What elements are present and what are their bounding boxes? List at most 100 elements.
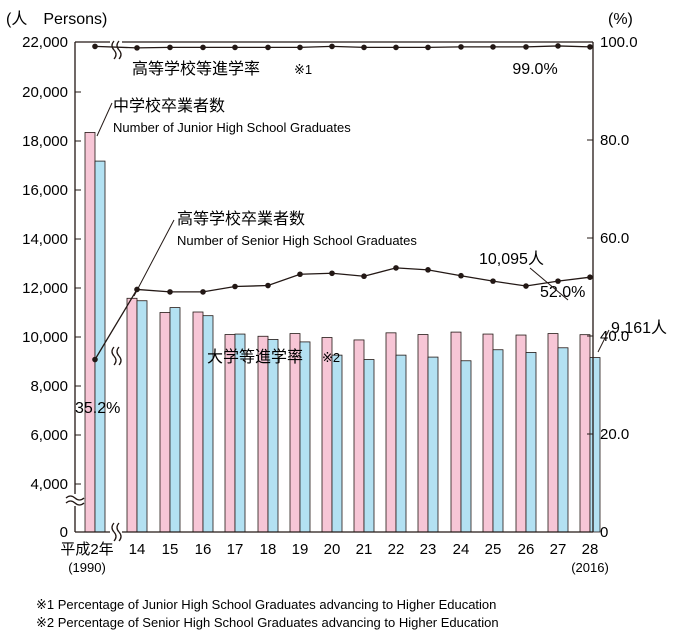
left-tick-label-10: 22,000 <box>22 34 68 51</box>
left-tick-label-5: 12,000 <box>22 280 68 297</box>
univ-rate-series-note: ※2 <box>322 350 340 365</box>
hs-rate-last-value: 99.0% <box>512 61 557 78</box>
right-tick-label-3: 60.0 <box>600 230 629 247</box>
left-tick-label-2: 6,000 <box>30 427 68 444</box>
bar-senior-6 <box>299 341 311 533</box>
univ-rate-point-14 <box>555 278 561 284</box>
bar-senior-1 <box>136 300 148 533</box>
univ-rate-point-15 <box>587 274 593 281</box>
right-tick-label-2: 40.0 <box>600 328 629 345</box>
hs-rate-point-8 <box>361 44 367 51</box>
x-tick-label-9: 22 <box>388 541 405 558</box>
x-tick-label-3: 16 <box>195 541 212 558</box>
hs-rate-point-14 <box>555 43 561 49</box>
x-tick-label-4: 17 <box>227 541 244 558</box>
right-tick-label-4: 80.0 <box>600 132 629 149</box>
x-sub-label-1: (2016) <box>571 560 609 575</box>
axis-break-bottom <box>110 522 122 542</box>
hs-rate-point-15 <box>587 44 593 50</box>
hs-rate-point-5 <box>265 44 271 51</box>
left-tick-label-7: 16,000 <box>22 182 68 199</box>
univ-rate-point-4 <box>232 283 238 290</box>
x-tick-label-14: 27 <box>550 541 567 558</box>
hs-rate-line-start <box>94 45 138 49</box>
x-tick-label-6: 19 <box>292 541 309 558</box>
line-break-hs-rate <box>110 40 122 60</box>
univ-rate-point-5 <box>265 282 271 289</box>
left-tick-label-1: 4,000 <box>30 476 68 493</box>
x-tick-label-7: 20 <box>324 541 341 558</box>
right-tick-label-0: 0 <box>600 524 608 541</box>
bar-junior-9 <box>385 332 397 533</box>
bar-senior-12 <box>492 349 504 533</box>
univ-rate-last-value: 52.0% <box>540 284 585 301</box>
bar-junior-12 <box>482 333 494 533</box>
univ-rate-point-0 <box>92 356 98 363</box>
left-tick-label-8: 18,000 <box>22 133 68 150</box>
bar-junior-2 <box>159 312 171 533</box>
univ-rate-point-2 <box>167 289 173 295</box>
left-tick-label-3: 8,000 <box>30 378 68 395</box>
senior-series-name: 高等学校卒業者数 <box>177 210 305 228</box>
footnote-1: ※1 Percentage of Junior High School Grad… <box>36 597 496 612</box>
bar-senior-9 <box>395 354 407 533</box>
univ-rate-line-start <box>94 289 138 360</box>
univ-rate-point-11 <box>458 272 464 279</box>
hs-rate-point-13 <box>523 44 529 50</box>
hs-rate-point-4 <box>232 44 238 51</box>
x-tick-label-2: 15 <box>162 541 179 558</box>
x-tick-label-11: 24 <box>453 541 470 558</box>
x-tick-label-5: 18 <box>260 541 277 558</box>
senior-series-name-en: Number of Senior High School Graduates <box>177 233 417 248</box>
univ-rate-point-8 <box>361 273 367 280</box>
univ-rate-point-13 <box>523 283 529 289</box>
line-break-univ-rate <box>110 346 122 366</box>
univ-rate-point-12 <box>490 278 496 284</box>
bar-junior-0 <box>84 132 96 533</box>
hs-rate-series-note: ※1 <box>294 62 312 77</box>
junior-last-value: 10,095人 <box>479 250 544 268</box>
left-tick-label-4: 10,000 <box>22 329 68 346</box>
x-tick-label-13: 26 <box>518 541 535 558</box>
left-tick-label-9: 20,000 <box>22 84 68 101</box>
hs-rate-point-6 <box>297 44 303 51</box>
junior-series-name: 中学校卒業者数 <box>113 97 225 115</box>
hs-rate-point-9 <box>393 44 399 51</box>
bar-junior-8 <box>353 339 365 533</box>
left-axis-unit: (人 Persons) <box>6 10 107 28</box>
univ-rate-point-10 <box>425 267 431 273</box>
bar-junior-15 <box>579 334 591 533</box>
right-axis-unit: (%) <box>608 11 633 28</box>
senior-leader-line <box>133 219 175 297</box>
univ-rate-first-value: 35.2% <box>75 400 120 417</box>
x-tick-label-12: 25 <box>485 541 502 558</box>
univ-rate-series-name: 大学等進学率 <box>207 348 303 366</box>
junior-leader-line <box>96 102 113 137</box>
junior-series-name-en: Number of Junior High School Graduates <box>113 120 351 135</box>
bar-junior-14 <box>547 333 559 533</box>
bar-senior-5 <box>267 339 279 533</box>
hs-rate-series-name: 高等学校等進学率 <box>132 60 260 78</box>
junior-last-leader <box>529 267 569 301</box>
univ-rate-point-7 <box>329 270 335 277</box>
right-tick-label-1: 20.0 <box>600 426 629 443</box>
x-tick-label-1: 14 <box>129 541 146 558</box>
x-tick-label-10: 23 <box>420 541 437 558</box>
hs-rate-point-12 <box>490 44 496 50</box>
univ-rate-point-3 <box>200 289 206 295</box>
hs-rate-point-10 <box>425 44 431 51</box>
bar-senior-8 <box>363 359 375 533</box>
bar-junior-1 <box>126 297 138 533</box>
bar-junior-11 <box>450 331 462 533</box>
bar-senior-11 <box>460 360 472 533</box>
senior-last-leader <box>597 329 610 353</box>
hs-rate-point-2 <box>167 44 173 51</box>
bar-junior-7 <box>321 337 333 533</box>
footnote-2: ※2 Percentage of Senior High School Grad… <box>36 615 499 630</box>
bar-senior-7 <box>331 354 343 533</box>
axis-break-left <box>65 494 85 506</box>
hs-rate-point-3 <box>200 44 206 51</box>
univ-rate-line <box>136 267 591 293</box>
right-tick-label-5: 100.0 <box>600 34 638 51</box>
